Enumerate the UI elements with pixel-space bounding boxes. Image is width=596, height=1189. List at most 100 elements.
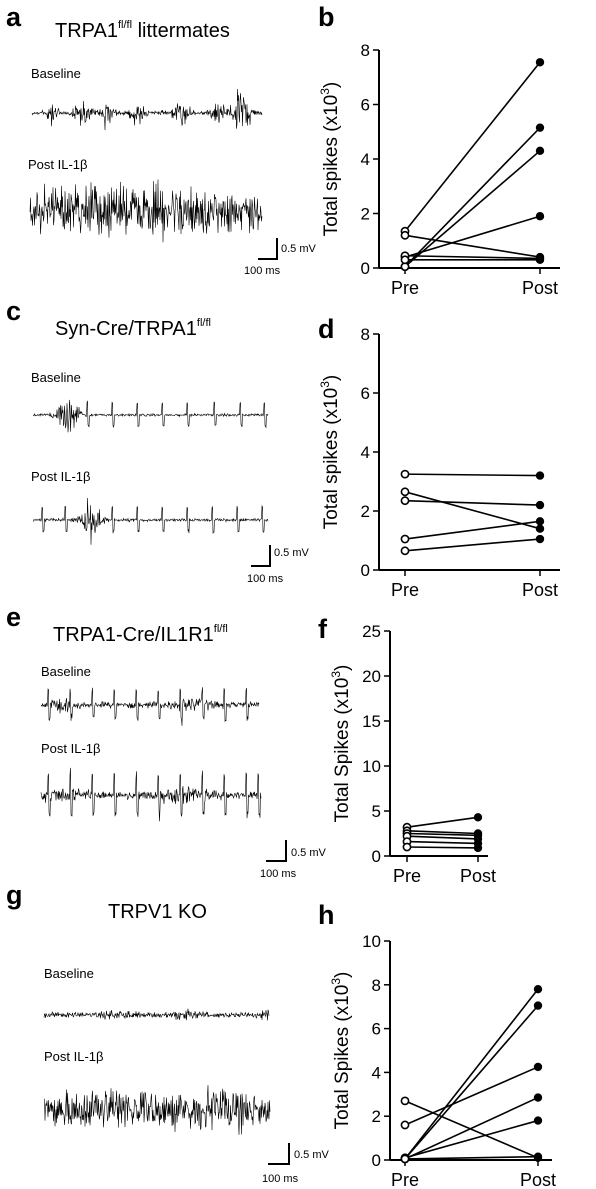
post-point [535,500,545,510]
chart-f: 0 5 10 15 20 25 Pre Post Total Spikes (x103) [329,622,496,886]
y-tick-label: 6 [361,96,370,115]
y-tick-label: 2 [372,1107,381,1126]
y-tick-label: 8 [372,976,381,995]
post-point [535,58,545,67]
x-tick-label: Pre [393,866,421,886]
panel-a-baseline-label: Baseline [31,66,81,81]
panel-c-scale-bar-vertical [269,545,271,567]
y-tick-label: 6 [361,384,370,403]
panel-letter-b: b [318,2,335,32]
pre-point [400,1096,410,1106]
pair-line [406,830,479,835]
pair-line [404,215,541,258]
panel-c-title: Syn-Cre/TRPA1fl/fl [55,317,211,340]
panel-g-title: TRPV1 KO [108,901,207,923]
y-tick-label: 4 [361,150,370,169]
x-tick-label: Post [460,866,496,886]
post-point [535,123,545,132]
y-tick-label: 15 [362,712,381,731]
panel-a-scale-bar-vertical [276,238,278,260]
panel-letter-e: e [6,602,22,632]
x-tick-label: Post [522,580,558,600]
pair-line [404,234,541,258]
chart-h: 0 2 4 6 8 10 Pre Post Total Spikes (x103) [329,932,556,1189]
pre-point [400,1120,410,1130]
panel-g-post-label: Post IL-1β [44,1049,104,1064]
pair-line [406,832,479,837]
panel-e-scale-ms: 100 ms [260,868,297,880]
pre-point [400,230,410,240]
pre-point [400,487,410,497]
panel-e-baseline-label: Baseline [41,664,91,679]
y-tick-label: 25 [362,622,381,641]
y-tick-label: 2 [361,502,370,521]
post-point [535,255,545,265]
trace-path [43,1008,270,1021]
y-axis-label: Total Spikes (x103) [329,665,353,823]
pair-line [404,499,541,506]
post-point [533,1116,543,1125]
y-tick-label: 4 [372,1063,381,1082]
pair-line [404,61,541,232]
post-point [535,534,545,544]
panel-a-scale-mv: 0.5 mV [281,243,316,255]
trace-path [29,179,263,243]
pair-line [404,127,541,268]
panel-c-post-trace [32,497,269,545]
pair-line [404,1100,539,1159]
y-tick-label: 10 [362,757,381,776]
y-tick-label: 0 [361,259,370,278]
x-tick-label: Pre [391,278,419,298]
pre-point [402,842,412,852]
x-tick-label: Post [520,1170,556,1189]
pair-line [406,816,479,828]
pair-line [404,1096,539,1160]
pair-line [406,840,479,845]
panel-letter-d: d [318,314,335,344]
pair-line [404,1005,539,1160]
y-axis-label: Total spikes (x103) [318,82,342,237]
post-point [533,984,543,994]
pair-line [404,520,541,540]
y-tick-label: 20 [362,667,381,686]
panel-a-scale-bar-horizontal [258,258,278,260]
y-axis-label: Total spikes (x103) [318,375,342,530]
panel-letter-c: c [6,296,22,326]
panel-a-post-label: Post IL-1β [28,157,88,172]
panel-letter-g: g [6,880,23,910]
panel-g-scale-ms: 100 ms [262,1173,299,1185]
pre-point [400,496,410,506]
y-tick-label: 0 [372,1151,381,1170]
pair-line [404,150,541,268]
pre-point [400,469,410,479]
x-tick-label: Post [522,278,558,298]
panel-e-scale-bar-horizontal [266,860,287,862]
panel-c-post-label: Post IL-1β [31,469,91,484]
panel-g-scale-mv: 0.5 mV [294,1149,329,1161]
panel-g-scale-bar-vertical [288,1143,290,1165]
panel-g-baseline-trace [43,1008,270,1021]
y-tick-label: 8 [361,41,370,60]
panel-letter-h: h [318,900,335,930]
trace-path [32,497,269,545]
panel-c-baseline-trace [32,399,269,433]
post-point [533,1093,543,1102]
x-tick-label: Pre [391,580,419,600]
post-point [533,1152,543,1161]
panel-c-scale-mv: 0.5 mV [274,547,309,559]
pair-line [404,491,541,530]
post-point [535,524,545,533]
panel-g-post-trace [43,1085,271,1135]
pair-line [404,1066,539,1126]
post-point [533,1001,543,1010]
panel-a-scale-ms: 100 ms [244,265,281,277]
y-tick-label: 0 [372,847,381,866]
trace-path [31,88,263,131]
post-point [535,146,545,156]
pair-line [404,254,541,260]
post-point [473,813,483,822]
post-point [535,517,545,526]
panel-letter-a: a [6,2,22,32]
y-tick-label: 4 [361,443,370,462]
pair-line [404,473,541,477]
